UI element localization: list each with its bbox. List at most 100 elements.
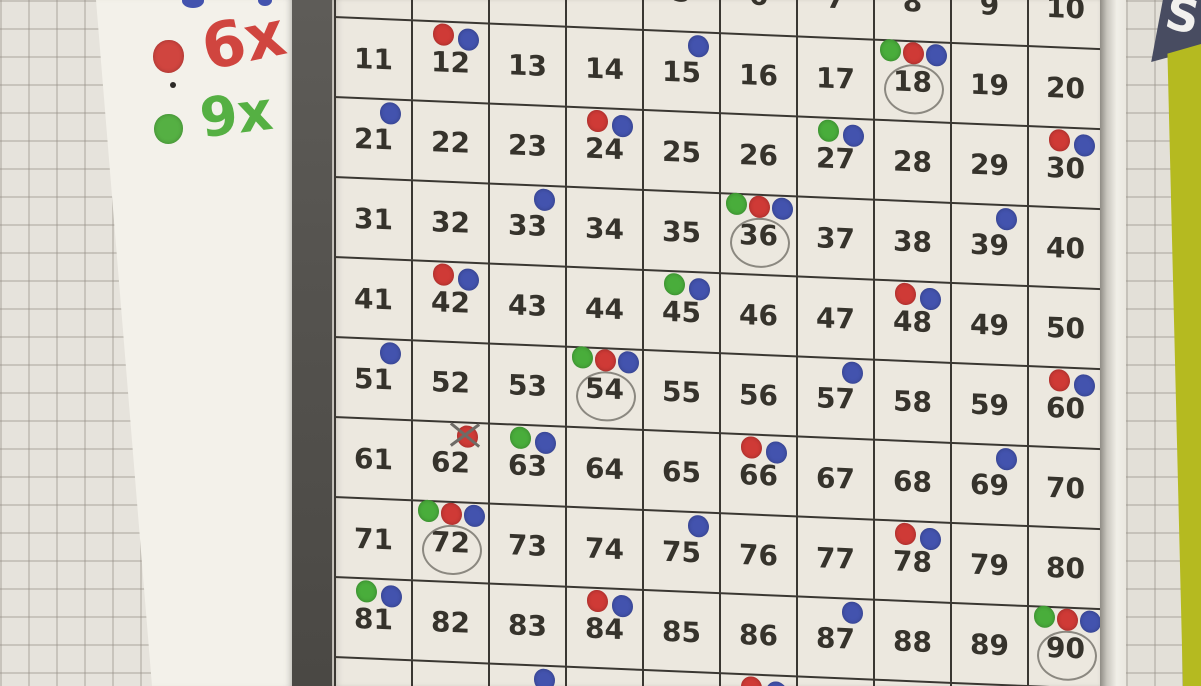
cell-number: 71: [354, 521, 393, 556]
grid-cell: 48: [873, 278, 950, 362]
cell-number: 97: [798, 677, 873, 686]
cell-number: 41: [354, 281, 393, 316]
cell-number: 43: [508, 287, 547, 323]
blue-dot-marker: [1074, 134, 1095, 157]
grid-cell: 20: [1027, 45, 1104, 129]
cell-number: 44: [585, 291, 624, 326]
grid-cell: 90: [1027, 605, 1104, 686]
cell-number: 11: [354, 41, 393, 76]
blue-dot-marker: [920, 527, 941, 551]
blue-dot-marker: [688, 34, 709, 58]
grid-cell: 79: [950, 521, 1027, 606]
blue-dot-marker: [996, 207, 1017, 231]
grid-cell: 33: [488, 182, 565, 266]
cell-number: 23: [508, 127, 547, 163]
grid-cell: 72: [411, 499, 488, 583]
cell-number: 59: [970, 387, 1009, 422]
cell-number: 94: [567, 668, 642, 686]
green-dot-marker: [418, 499, 439, 523]
grid-cell: 68: [873, 438, 950, 522]
paper-shadow-band: [292, 0, 332, 686]
blue-dot-marker: [612, 594, 633, 618]
cell-number: 82: [431, 604, 470, 640]
cell-number: 25: [662, 134, 701, 169]
cell-number: 3: [490, 0, 565, 26]
grid-cell: 73: [488, 502, 565, 586]
grid-cell: 24: [565, 105, 642, 189]
cell-number: 32: [431, 204, 470, 240]
cell-number: 76: [739, 537, 778, 573]
grid-cell: 84: [565, 585, 642, 669]
blue-dot-marker: [688, 514, 709, 538]
cell-number: 55: [662, 374, 701, 409]
grid-cell: 15: [642, 28, 719, 113]
cell-number: 10: [1046, 0, 1085, 25]
grid-cell: 57: [796, 355, 873, 439]
grid-cell: 66: [719, 432, 796, 516]
cell-number: 14: [585, 51, 624, 86]
blue-dot-marker: [842, 361, 863, 385]
cell-number: 68: [893, 463, 932, 499]
blue-dot-marker: [689, 277, 710, 301]
grid-cell: 64: [565, 425, 642, 509]
cell-number: 26: [739, 137, 778, 173]
cell-number: 7: [798, 0, 873, 39]
grid-cell: 18: [873, 38, 950, 122]
red-dot-marker: [749, 195, 770, 219]
red-dot-marker: [433, 23, 454, 47]
grid-cell: 41: [334, 256, 411, 340]
cell-number: 19: [970, 67, 1009, 102]
cell-number: 95: [644, 671, 719, 686]
cell-number: 28: [893, 143, 932, 179]
blue-dot-marker: [535, 431, 556, 455]
cell-number: 64: [585, 451, 624, 486]
grid-cell: 55: [642, 348, 719, 433]
blue-dot-marker: [926, 43, 947, 67]
red-dot-marker: [741, 436, 762, 459]
red-dot-marker: [433, 263, 454, 287]
grid-cell: 49: [950, 281, 1027, 366]
grid-cell: 63: [488, 422, 565, 506]
red-dot-marker: [895, 522, 916, 546]
grid-cell: 32: [411, 179, 488, 263]
cell-number: 79: [970, 547, 1009, 582]
chart-paper-edge: [1100, 0, 1128, 686]
grid-cell: 11: [334, 16, 411, 100]
grid-cell: 6: [719, 0, 796, 36]
red-dot-marker: [587, 109, 608, 133]
red-dot-marker: [903, 41, 924, 65]
partial-blue-legend-mark: [182, 0, 204, 8]
grid-cell: 85: [642, 588, 719, 673]
cell-number: 67: [816, 460, 855, 496]
cell-number: 22: [431, 124, 470, 160]
red-legend-dot: [153, 40, 184, 73]
grid-cell: 83: [488, 582, 565, 666]
blue-dot-marker: [1080, 610, 1101, 634]
grid-cell: 80: [1027, 525, 1104, 609]
cell-number: 88: [893, 623, 932, 659]
grid-cell: 30: [1027, 125, 1104, 209]
cell-number: 6: [721, 0, 796, 35]
cell-number: 29: [970, 147, 1009, 182]
cell-number: 65: [662, 454, 701, 489]
green-dot-marker: [572, 345, 593, 369]
grid-cell: 8: [873, 0, 950, 42]
legend-label-9x: 9x: [196, 78, 276, 151]
grid-cell: 46: [719, 272, 796, 356]
grid-cell: 40: [1027, 205, 1104, 289]
red-dot-marker: [595, 348, 616, 372]
blue-dot-marker: [618, 350, 639, 374]
cell-number: 89: [970, 627, 1009, 662]
cell-number: 91: [336, 658, 411, 686]
grid-cell: 43: [488, 262, 565, 346]
grid-cell: 81: [334, 576, 411, 660]
cell-number: 16: [739, 57, 778, 93]
cell-number: 4: [567, 0, 642, 29]
red-dot-marker: [441, 502, 462, 526]
blue-dot-marker: [1074, 374, 1095, 397]
grid-cell: 9: [950, 0, 1027, 46]
grid-cell: 67: [796, 435, 873, 519]
grid-cell: 88: [873, 598, 950, 682]
grid-cell: 87: [796, 595, 873, 679]
